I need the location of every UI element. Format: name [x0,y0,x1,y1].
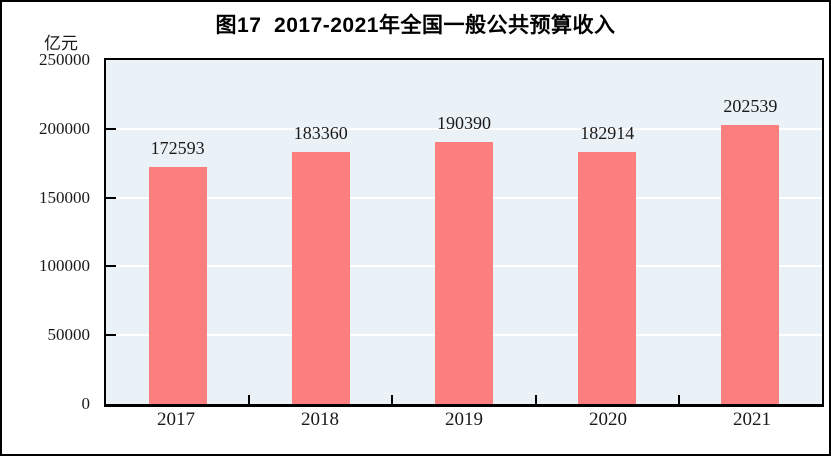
bar-value-label: 182914 [580,123,635,144]
y-tick-mark [106,265,116,268]
bar-value-label: 183360 [293,122,348,143]
x-tick-label: 2020 [589,409,627,430]
bar-value-label: 190390 [437,113,491,134]
bar-2018 [291,151,350,404]
bar-2019 [435,142,493,404]
y-tick-label: 250000 [39,50,90,69]
x-tick-mark [534,395,537,404]
y-tick-mark [106,196,116,199]
bar-value-label: 202539 [723,96,778,117]
y-tick-label: 150000 [39,187,90,207]
y-tick-label: 0 [81,394,91,413]
x-tick-label: 2021 [733,409,771,430]
x-tick-label: 2019 [445,409,483,430]
x-tick-mark [391,395,394,404]
x-tick-label: 2018 [301,409,339,430]
bars-container: 172593 183360 190390 182914 202539 [106,60,822,404]
bar-group-2020: 182914 [536,60,679,404]
bar-value-label: 172593 [150,137,205,158]
bar-group-2018: 183360 [249,60,392,404]
bar-2020 [578,152,637,404]
y-axis-unit-label: 亿元 [44,34,78,53]
plot-area: 172593 183360 190390 182914 202539 [104,58,824,407]
bar-group-2021: 202539 [679,60,822,404]
bar-group-2017: 172593 [106,60,249,404]
bar-2021 [721,125,780,404]
x-tick-mark [677,395,680,404]
x-axis-labels: 2017 2018 2019 2020 2021 [104,409,824,431]
bar-2017 [148,166,207,404]
bar-group-2019: 190390 [392,60,535,404]
y-tick-label: 100000 [39,256,90,276]
y-tick-mark [106,127,116,130]
x-tick-label: 2017 [157,409,195,430]
chart-title: 图17 2017-2021年全国一般公共预算收入 [215,14,616,37]
y-tick-mark [106,334,116,337]
y-tick-label: 200000 [39,118,90,138]
gridline [106,127,822,130]
x-tick-mark [248,395,251,404]
y-tick-label: 50000 [47,325,91,345]
